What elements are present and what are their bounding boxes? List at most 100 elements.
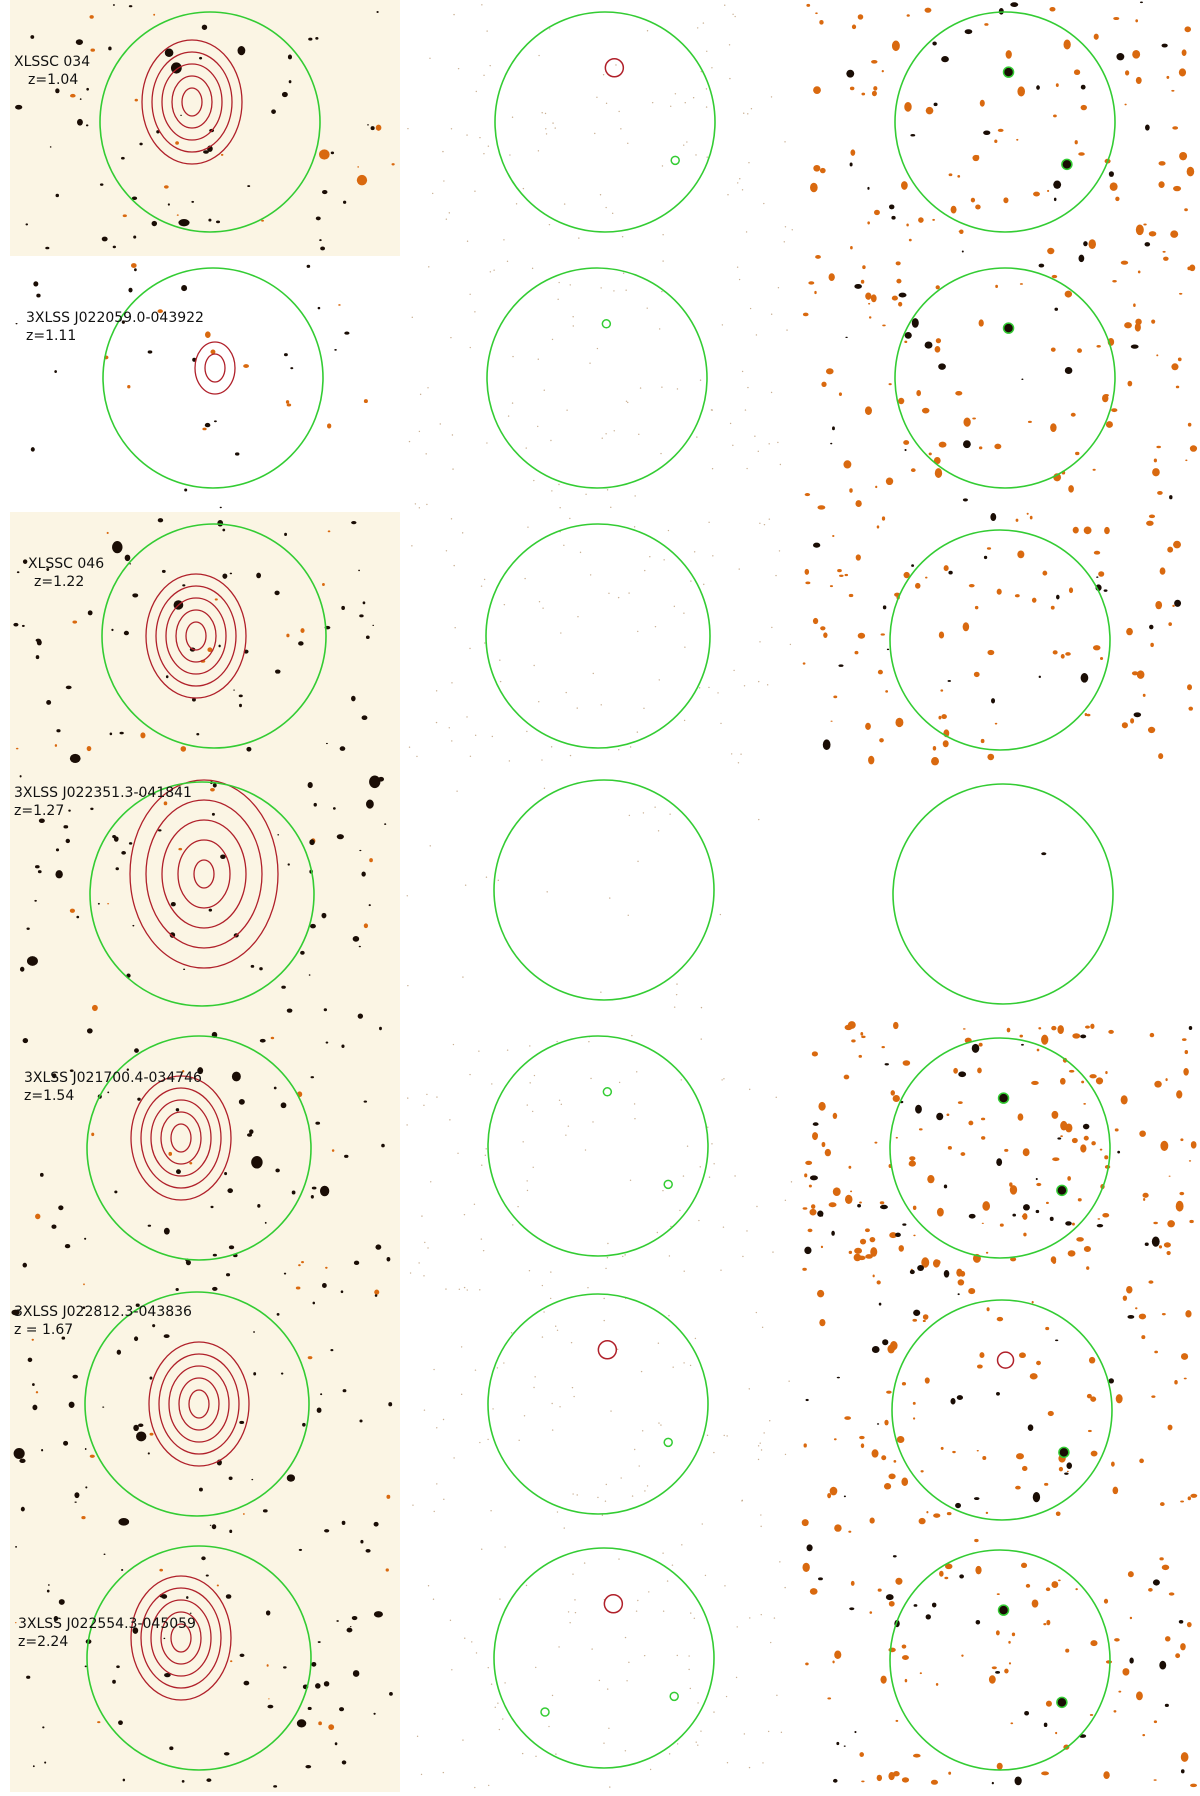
- infrared-source: [895, 1136, 898, 1139]
- infrared-source: [948, 173, 953, 177]
- xray-count: [748, 1388, 750, 1390]
- xray-count: [559, 506, 561, 509]
- green-source-marker: [663, 1437, 673, 1448]
- infrared-source: [851, 24, 857, 30]
- infrared-source: [943, 1269, 950, 1278]
- optical-source: [89, 1454, 95, 1458]
- infrared-source: [1019, 1034, 1023, 1038]
- optical-source: [34, 899, 37, 902]
- infrared-source: [999, 1223, 1004, 1227]
- optical-source: [363, 923, 369, 929]
- optical-source: [182, 1069, 185, 1073]
- xray-count: [461, 532, 464, 534]
- infrared-source: [1115, 1394, 1123, 1404]
- optical-source: [379, 1026, 382, 1031]
- optical-source: [323, 1008, 328, 1012]
- infrared-source: [812, 617, 819, 625]
- xray-count: [563, 544, 565, 547]
- optical-source: [30, 447, 35, 452]
- optical-panel: [10, 1536, 400, 1792]
- xray-count: [649, 1768, 652, 1771]
- optical-source: [238, 694, 243, 698]
- xray-count: [511, 402, 514, 404]
- optical-source: [69, 753, 81, 763]
- infrared-source: [879, 1201, 885, 1205]
- infrared-source: [1095, 1077, 1104, 1085]
- optical-source: [186, 1596, 189, 1599]
- xray-contour: [150, 1599, 212, 1677]
- infrared-source: [1112, 1486, 1119, 1495]
- xray-count: [436, 1096, 438, 1098]
- infrared-source: [1089, 1713, 1094, 1716]
- infrared-source: [983, 555, 988, 560]
- infrared-source: [975, 204, 981, 210]
- optical-source: [170, 62, 182, 74]
- optical-source: [265, 1610, 271, 1616]
- infrared-source: [1047, 189, 1050, 192]
- optical-source: [359, 614, 364, 618]
- xray-count: [601, 1514, 604, 1516]
- infrared-source: [1067, 1250, 1076, 1257]
- infrared-source: [1156, 354, 1159, 357]
- infrared-source: [1184, 26, 1192, 33]
- infrared-source: [1012, 1213, 1016, 1217]
- infrared-source: [895, 1577, 903, 1585]
- infrared-source: [1080, 1144, 1087, 1153]
- xray-count: [648, 1591, 650, 1593]
- infrared-source: [1167, 546, 1174, 553]
- xray-count: [708, 686, 710, 689]
- infrared-source: [1050, 605, 1055, 610]
- infrared-source: [873, 86, 878, 91]
- infrared-source: [994, 443, 1002, 450]
- optical-source: [319, 1185, 330, 1197]
- infrared-source: [895, 1232, 901, 1238]
- xray-count: [565, 1134, 567, 1136]
- xray-contour: [181, 87, 203, 117]
- infrared-source: [1109, 182, 1118, 191]
- optical-source: [30, 35, 35, 39]
- green-source-marker: [602, 1087, 613, 1097]
- infrared-source: [1133, 303, 1136, 307]
- infrared-source: [931, 1602, 937, 1608]
- optical-source: [157, 518, 164, 523]
- infrared-source: [870, 294, 877, 303]
- optical-source: [70, 93, 76, 98]
- xray-count: [550, 1271, 552, 1273]
- infrared-source: [880, 1675, 887, 1684]
- xray-count: [688, 1655, 690, 1657]
- optical-source: [108, 46, 112, 51]
- xray-count: [635, 1610, 638, 1612]
- xray-count: [695, 154, 697, 156]
- infrared-source: [1054, 307, 1059, 311]
- optical-source: [178, 847, 183, 851]
- infrared-source: [1111, 408, 1118, 413]
- xray-count: [760, 1525, 762, 1528]
- xray-count: [608, 592, 610, 595]
- xray-count: [747, 113, 749, 115]
- infrared-source: [1155, 600, 1163, 610]
- xray-count: [448, 727, 450, 729]
- optical-source: [375, 124, 382, 131]
- optical-source: [331, 1149, 335, 1152]
- infrared-source: [934, 345, 941, 353]
- cluster-name-7: 3XLSS J022554.3-045059: [18, 1616, 196, 1632]
- optical-source: [342, 1389, 347, 1393]
- xray-count: [760, 1449, 763, 1451]
- xray-count: [726, 1762, 729, 1764]
- optical-source: [261, 219, 264, 222]
- infrared-source: [1066, 1470, 1069, 1473]
- xray-count: [657, 830, 660, 832]
- infrared-source: [1031, 1300, 1034, 1304]
- xray-count: [736, 1626, 738, 1628]
- xray-count: [486, 30, 488, 32]
- optical-source: [312, 1301, 316, 1305]
- optical-source: [291, 1190, 296, 1195]
- xray-count: [558, 1099, 561, 1101]
- xray-count: [605, 206, 607, 209]
- infrared-source: [845, 336, 848, 338]
- xray-count: [556, 1040, 558, 1043]
- infrared-source: [941, 56, 949, 63]
- infrared-source: [1183, 1377, 1187, 1380]
- xray-count: [526, 730, 528, 733]
- optical-source: [132, 593, 139, 598]
